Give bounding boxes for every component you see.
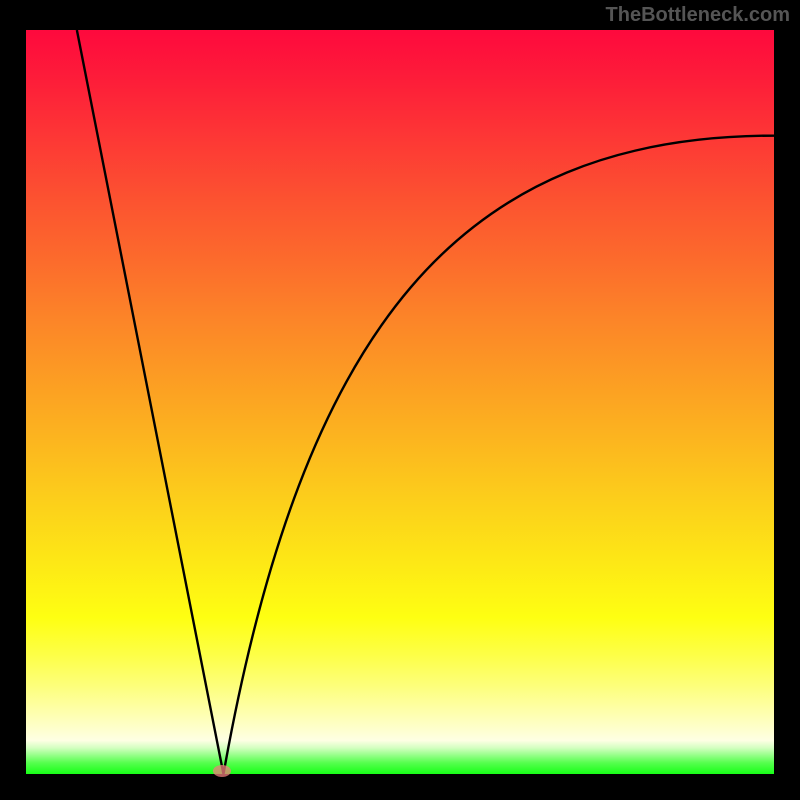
gradient-plot-area	[26, 30, 774, 774]
watermark-text: TheBottleneck.com	[606, 4, 790, 27]
chart-container: TheBottleneck.com	[0, 0, 800, 800]
